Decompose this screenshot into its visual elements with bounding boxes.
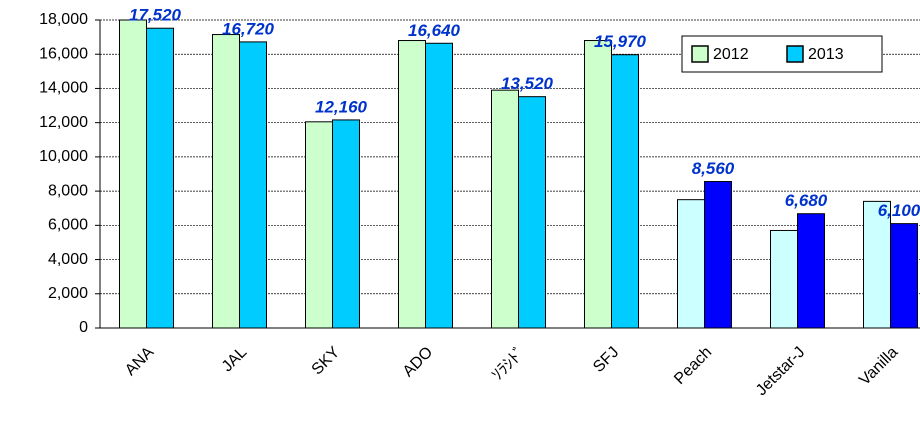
bar (239, 41, 267, 329)
bar (890, 223, 918, 329)
x-tick-label: Vanilla (856, 344, 901, 389)
x-tick-label: Jetstar-J (753, 344, 808, 399)
bar (398, 40, 426, 329)
y-tick-label: 2,000 (48, 285, 88, 302)
legend-swatch (691, 45, 709, 63)
bar (332, 119, 360, 329)
value-label: 12,160 (315, 97, 368, 116)
legend-label: 2013 (808, 46, 844, 63)
value-label: 8,560 (692, 159, 735, 178)
value-label: 16,640 (408, 21, 461, 40)
bar (119, 19, 147, 329)
bar (677, 199, 705, 329)
y-tick-label: 6,000 (48, 217, 88, 234)
y-tick-label: 18,000 (39, 11, 88, 28)
bar (584, 40, 612, 329)
bar (305, 121, 333, 329)
value-label: 17,520 (129, 6, 182, 25)
bar (425, 42, 453, 329)
value-label: 6,680 (785, 191, 828, 210)
bar (518, 96, 546, 329)
y-tick-label: 12,000 (39, 114, 88, 131)
x-tick-label: SFJ (590, 344, 622, 376)
y-tick-label: 0 (79, 319, 88, 336)
value-label: 16,720 (222, 19, 275, 38)
y-tick-label: 8,000 (48, 182, 88, 199)
x-tick-label: ADO (400, 344, 437, 381)
x-tick-label: SKY (309, 344, 344, 379)
legend-label: 2012 (713, 46, 749, 63)
x-tick-label: ANA (122, 344, 158, 380)
bar (704, 181, 732, 329)
x-tick-label: JAL (219, 344, 251, 376)
value-label: 15,970 (594, 32, 647, 51)
bar (146, 27, 174, 329)
y-tick-label: 4,000 (48, 251, 88, 268)
y-tick-label: 16,000 (39, 45, 88, 62)
bar (611, 54, 639, 329)
bar (212, 34, 240, 329)
y-tick-label: 10,000 (39, 148, 88, 165)
bar (770, 229, 798, 329)
value-label: 6,100 (878, 201, 920, 220)
legend-box (681, 35, 883, 73)
x-tick-label: ｿﾗｼﾄﾞ (488, 343, 529, 384)
y-tick-label: 14,000 (39, 80, 88, 97)
bar (863, 200, 891, 329)
value-label: 13,520 (501, 74, 554, 93)
bar (797, 213, 825, 329)
legend-swatch (786, 45, 804, 63)
x-tick-label: Peach (671, 344, 715, 388)
bar (491, 89, 519, 329)
